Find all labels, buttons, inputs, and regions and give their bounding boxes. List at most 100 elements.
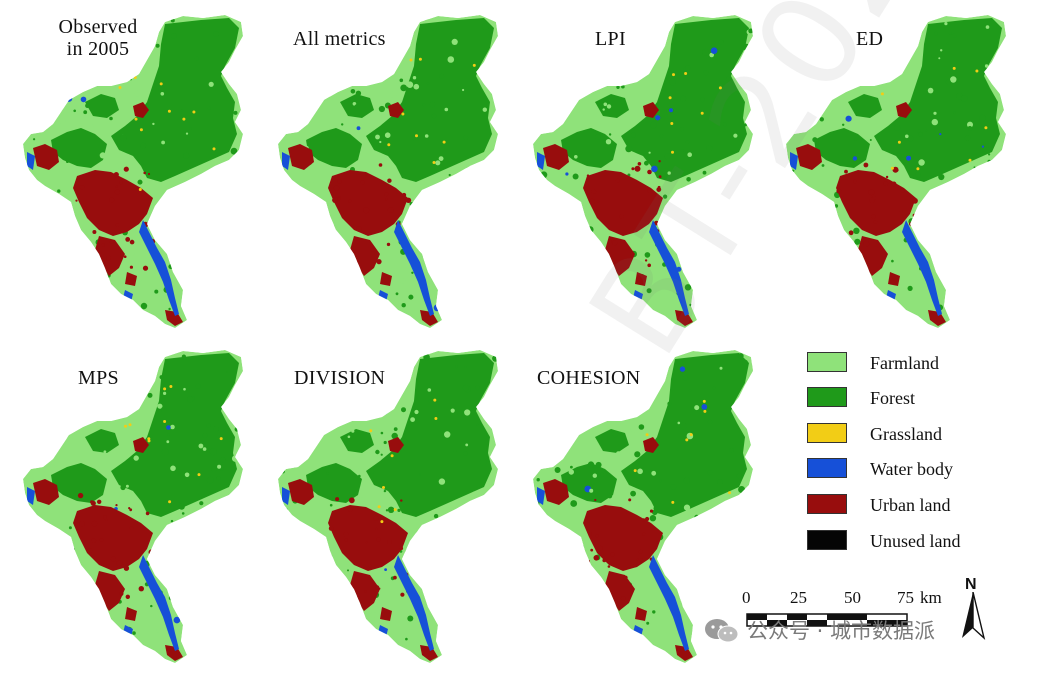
landcover-patch	[722, 122, 727, 127]
grassland-patch	[685, 438, 689, 442]
landcover-patch	[438, 622, 445, 629]
landcover-patch	[312, 293, 315, 296]
grassland-patch	[637, 50, 641, 54]
urban-patch	[853, 179, 857, 184]
landcover-patch	[966, 293, 970, 296]
grassland-patch	[182, 117, 186, 121]
landcover-patch	[298, 271, 303, 276]
landcover-patch	[440, 237, 447, 243]
landcover-patch	[75, 390, 82, 397]
grassland-patch	[167, 109, 171, 113]
grassland-patch	[163, 387, 167, 391]
landcover-patch	[324, 75, 331, 82]
urban-patch	[623, 575, 628, 580]
landcover-patch	[925, 129, 928, 132]
landcover-patch	[429, 101, 436, 108]
landcover-patch	[422, 225, 428, 231]
landcover-patch	[40, 633, 44, 637]
urban-patch	[337, 197, 341, 201]
landcover-patch	[616, 85, 620, 90]
forest-area	[111, 353, 239, 517]
landcover-patch	[241, 497, 243, 505]
landcover-patch	[72, 548, 75, 551]
landcover-patch	[852, 264, 856, 268]
landcover-patch	[224, 562, 230, 568]
landcover-patch	[684, 284, 692, 291]
landcover-patch	[921, 22, 924, 25]
land-use-map	[278, 15, 498, 328]
landcover-patch	[413, 202, 420, 210]
grassland-patch	[197, 473, 201, 477]
landcover-patch	[346, 614, 351, 619]
urban-patch	[129, 508, 133, 512]
north-arrow-icon	[962, 592, 986, 641]
urban-patch	[92, 230, 97, 234]
landcover-patch	[603, 102, 608, 107]
grassland-patch	[916, 167, 920, 171]
landcover-patch	[733, 648, 739, 655]
landcover-patch	[1007, 179, 1009, 181]
water-body	[537, 487, 545, 505]
landcover-patch	[402, 31, 407, 36]
landcover-patch	[103, 450, 107, 454]
landcover-patch	[985, 144, 989, 148]
landcover-patch	[444, 107, 449, 112]
landcover-patch	[232, 455, 239, 462]
landcover-patch	[282, 271, 287, 276]
land-use-map	[533, 15, 753, 328]
landcover-patch	[198, 443, 204, 449]
grassland-patch	[380, 520, 384, 524]
landcover-patch	[229, 616, 234, 622]
landcover-patch	[940, 49, 943, 52]
urban-area	[133, 102, 149, 118]
urban-patch	[891, 181, 897, 187]
urban-area	[675, 645, 693, 661]
landcover-patch	[964, 135, 971, 141]
landcover-patch	[380, 453, 383, 456]
landcover-patch	[547, 411, 551, 415]
landcover-patch	[548, 97, 551, 100]
landcover-patch	[621, 84, 625, 89]
landcover-patch	[946, 42, 949, 45]
landcover-patch	[414, 409, 419, 415]
landcover-patch	[36, 101, 41, 106]
landcover-patch	[361, 302, 365, 306]
landcover-patch	[718, 39, 724, 45]
landcover-patch	[944, 22, 948, 26]
landcover-patch	[154, 289, 159, 294]
grassland-patch	[169, 385, 173, 388]
landcover-patch	[443, 624, 450, 631]
urban-area	[328, 170, 408, 236]
landcover-patch	[694, 514, 700, 520]
landcover-patch	[327, 553, 333, 559]
landcover-patch	[366, 64, 371, 69]
urban-patch	[896, 169, 899, 172]
landcover-patch	[230, 384, 234, 387]
landcover-patch	[952, 33, 957, 38]
urban-patch	[91, 538, 97, 544]
landcover-patch	[1002, 92, 1006, 98]
landcover-patch	[466, 165, 471, 170]
landcover-patch	[679, 127, 684, 132]
landcover-patch	[29, 386, 32, 389]
landcover-patch	[820, 169, 823, 172]
urban-patch	[836, 188, 842, 194]
landcover-patch	[842, 123, 845, 127]
water-body	[649, 555, 689, 651]
urban-area	[380, 607, 392, 621]
forest-area	[595, 429, 629, 453]
landcover-patch	[41, 115, 49, 122]
landcover-patch	[356, 126, 361, 131]
landcover-patch	[630, 426, 637, 433]
landcover-patch	[548, 578, 554, 585]
urban-patch	[80, 185, 85, 190]
landcover-patch	[278, 198, 285, 206]
grassland-patch	[138, 188, 142, 191]
landcover-patch	[406, 81, 414, 88]
urban-patch	[332, 231, 337, 236]
forest-area	[85, 429, 119, 453]
grassland-patch	[671, 150, 674, 154]
scale-tick-50: 50	[844, 588, 861, 607]
landcover-patch	[206, 423, 211, 428]
grassland-patch	[418, 57, 422, 61]
